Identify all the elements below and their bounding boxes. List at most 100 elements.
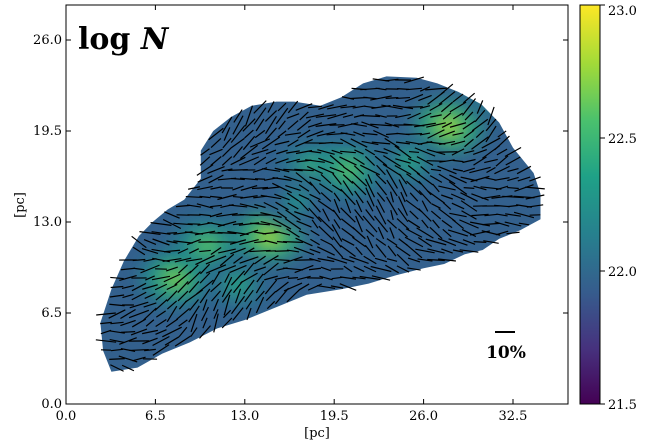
polarization-vector	[295, 103, 313, 111]
polarization-vector	[366, 200, 374, 212]
polarization-vector	[407, 257, 421, 263]
polarization-vector	[352, 105, 366, 109]
polarization-vector	[265, 127, 277, 141]
polarization-vector	[437, 237, 457, 247]
polarization-vector	[363, 265, 377, 273]
polarization-vector	[119, 274, 137, 282]
polarization-vector	[361, 140, 379, 146]
polarization-vector	[243, 279, 255, 295]
polarization-vector	[504, 221, 522, 227]
polarization-vector	[474, 109, 486, 123]
polarization-vector	[350, 138, 368, 148]
polarization-vector	[395, 96, 411, 100]
y-axis-label: [pc]	[13, 192, 28, 218]
polarization-vector	[431, 203, 441, 209]
polarization-vector	[212, 298, 220, 312]
polarization-vector	[309, 257, 321, 263]
polarization-vector	[221, 156, 233, 166]
polarization-vector	[377, 226, 385, 240]
polarization-vector	[297, 129, 311, 139]
polarization-vector	[526, 204, 544, 208]
polarization-vector	[238, 156, 260, 166]
polarization-vector	[421, 200, 429, 212]
polarization-vector	[326, 256, 348, 264]
polarization-vector	[419, 132, 431, 136]
polarization-vector	[276, 211, 288, 219]
polarization-vector	[286, 158, 300, 164]
polarization-vector	[307, 122, 323, 128]
polarization-vector	[432, 183, 440, 193]
polarization-vector	[199, 156, 211, 166]
polarization-vector	[216, 212, 238, 218]
polarization-vector	[310, 229, 320, 237]
polarization-vector	[516, 165, 532, 175]
polarization-vector	[494, 204, 510, 208]
polarization-vector	[152, 344, 170, 356]
polarization-vector	[186, 238, 202, 246]
polarization-vector	[332, 173, 342, 185]
map-title: log N	[78, 22, 170, 57]
polarization-vector	[471, 118, 489, 132]
polarization-vector	[110, 348, 124, 352]
polarization-vector	[420, 166, 430, 174]
polarization-vector	[375, 173, 387, 185]
polarization-vector	[518, 222, 530, 226]
colorbar-tick-label: 23.0	[608, 4, 637, 19]
polarization-vector	[189, 299, 199, 311]
polarization-vector	[448, 181, 468, 195]
polarization-vector	[133, 267, 145, 271]
polarization-vector	[145, 319, 155, 327]
polarization-vector	[297, 275, 311, 281]
polarization-vector	[283, 256, 303, 264]
polarization-vector	[243, 247, 255, 255]
polarization-vector	[485, 118, 497, 132]
polarization-vector	[199, 325, 211, 339]
polarization-vector	[315, 114, 337, 118]
polarization-vector	[273, 230, 291, 236]
polarization-vector	[119, 337, 137, 345]
polarization-vector	[504, 146, 522, 158]
colorbar-axis: 21.5 22.0 22.5 23.0	[600, 4, 637, 413]
polarization-vector	[166, 283, 178, 291]
density-peak	[162, 266, 191, 290]
polarization-vector	[144, 293, 156, 299]
polarization-vector	[267, 101, 275, 113]
polarization-vector	[513, 211, 535, 219]
polarization-vector	[260, 212, 282, 218]
polarization-vector	[442, 202, 452, 210]
polarization-vector	[233, 146, 243, 158]
polarization-vector	[185, 258, 203, 262]
polarization-vector	[481, 137, 501, 149]
polarization-vector	[253, 100, 267, 114]
polarization-vector	[315, 123, 337, 127]
polarization-vector	[254, 178, 266, 180]
polarization-vector	[462, 239, 476, 245]
polarization-vector	[173, 240, 193, 244]
polarization-vector	[121, 364, 135, 372]
polarization-vector	[264, 239, 278, 245]
polarization-vector	[295, 172, 313, 186]
polarization-vector	[452, 249, 464, 253]
polarization-vector	[414, 147, 436, 157]
polarization-vector	[232, 195, 244, 199]
polarization-vector	[142, 337, 158, 345]
x-tick-label: 19.5	[320, 409, 349, 424]
polarization-vector	[299, 111, 309, 121]
polarization-vector	[144, 348, 156, 352]
polarization-vector	[263, 201, 279, 211]
polarization-vector	[196, 164, 214, 176]
polarization-vector	[438, 91, 456, 105]
polarization-vector	[394, 164, 412, 176]
polarization-vector	[223, 294, 231, 316]
polarization-vector	[141, 329, 159, 335]
polarization-vector	[190, 327, 198, 337]
polarization-vector	[242, 135, 256, 151]
polarization-vector	[352, 276, 366, 280]
polarization-vector	[375, 238, 387, 246]
polarization-vector	[265, 157, 277, 165]
polarization-vector	[484, 213, 498, 217]
polarization-vector	[342, 180, 354, 196]
polarization-vector	[178, 319, 188, 327]
polarization-vector	[190, 313, 198, 333]
polarization-vector	[287, 139, 299, 147]
